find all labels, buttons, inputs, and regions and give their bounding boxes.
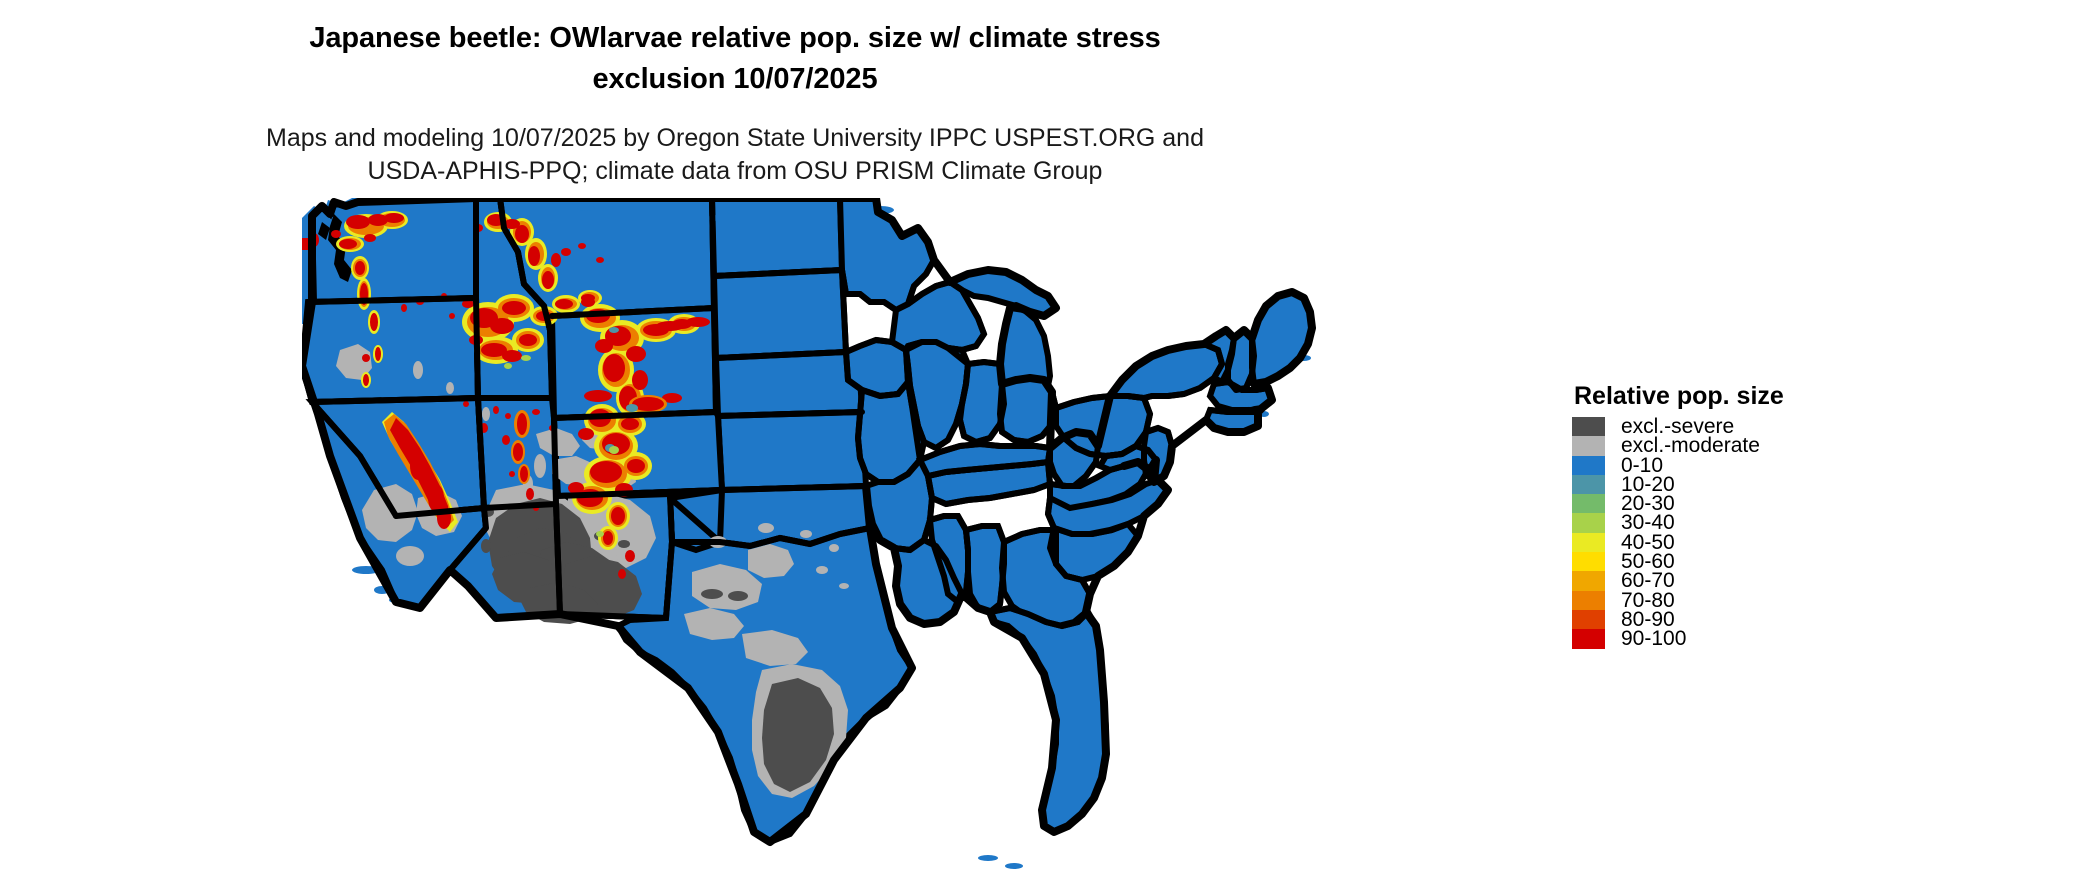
legend-item-label: 60-70 (1621, 569, 1675, 593)
title-line-2: exclusion 10/07/2025 (592, 63, 878, 95)
subtitle-line-1: Maps and modeling 10/07/2025 by Oregon S… (266, 124, 1204, 152)
cluster-oregon-specks-top (363, 313, 381, 386)
legend-color-swatch (1572, 629, 1605, 649)
page-title: Japanese beetle: OWlarvae relative pop. … (0, 18, 1470, 100)
legend-color-swatch (1572, 494, 1605, 514)
legend-item[interactable]: 20-30 (1572, 492, 1912, 516)
us-map-final[interactable] (300, 198, 1560, 892)
legend-item[interactable]: 30-40 (1572, 511, 1912, 535)
cluster-wyoming-east (629, 317, 710, 413)
legend-item[interactable]: 90-100 (1572, 627, 1912, 651)
legend-item[interactable]: 50-60 (1572, 550, 1912, 574)
state-north-dakota (708, 198, 846, 280)
legend-color-swatch (1572, 417, 1605, 437)
legend-color-swatch (1572, 609, 1605, 630)
cluster-utah-wasatch (502, 410, 534, 500)
legend-color-swatch (1572, 513, 1605, 533)
legend-item[interactable]: 70-80 (1572, 588, 1912, 612)
legend-item[interactable]: 10-20 (1572, 472, 1912, 496)
legend-item-label: 80-90 (1621, 607, 1675, 631)
outside-mask (300, 198, 1560, 892)
legend-item-label: excl.-moderate (1621, 434, 1760, 458)
legend-item[interactable]: 0-10 (1572, 453, 1912, 477)
cluster-teal-accents (605, 327, 638, 452)
high-population-zones (302, 211, 710, 579)
legend-item[interactable]: 60-70 (1572, 569, 1912, 593)
legend-item-label: 30-40 (1621, 511, 1675, 535)
national-outline (300, 198, 1316, 846)
state-nebraska (712, 348, 866, 420)
legend-color-swatch (1572, 474, 1605, 495)
subtitle-line-2: USDA-APHIS-PPQ; climate data from OSU PR… (367, 157, 1103, 185)
legend-color-swatch (1572, 532, 1605, 553)
cluster-montana-east (561, 243, 604, 263)
state-kansas (714, 408, 870, 494)
legend-item[interactable]: 40-50 (1572, 530, 1912, 554)
legend-item[interactable]: excl.-severe (1572, 415, 1912, 438)
legend-item[interactable]: excl.-moderate (1572, 434, 1912, 458)
legend-item-label: 10-20 (1621, 472, 1675, 496)
legend-item-label: 50-60 (1621, 550, 1675, 574)
legend-item-label: 70-80 (1621, 588, 1675, 612)
legend-item-label: 0-10 (1621, 453, 1664, 477)
legend-item-label: 40-50 (1621, 530, 1675, 554)
legend-items: excl.-severe excl.-moderate 0-10 10-20 20-30… (1572, 415, 1912, 651)
legend-item-label: 90-100 (1621, 627, 1687, 651)
legend-item-label: excl.-severe (1621, 415, 1735, 438)
legend-color-swatch (1572, 455, 1605, 475)
legend-title: Relative pop. size (1574, 382, 1784, 410)
cluster-colorado-rockies (568, 390, 652, 579)
choropleth-map[interactable] (300, 198, 1560, 892)
legend-item-label: 20-30 (1621, 492, 1675, 516)
legend-color-swatch (1572, 571, 1605, 591)
state-south-dakota (710, 266, 850, 362)
legend-color-swatch (1572, 552, 1605, 572)
legend-color-swatch (1572, 436, 1605, 456)
page-subtitle: Maps and modeling 10/07/2025 by Oregon S… (0, 122, 1470, 188)
cluster-sierra-nevada (362, 354, 458, 532)
legend-item[interactable]: 80-90 (1572, 607, 1912, 631)
cluster-green-accents (504, 355, 619, 537)
title-line-1: Japanese beetle: OWlarvae relative pop. … (309, 22, 1161, 54)
legend-color-swatch (1572, 590, 1605, 610)
puget-sound-inlet (318, 222, 330, 240)
legend-panel: Relative pop. size excl.-severe excl.-mod… (1572, 382, 1912, 649)
